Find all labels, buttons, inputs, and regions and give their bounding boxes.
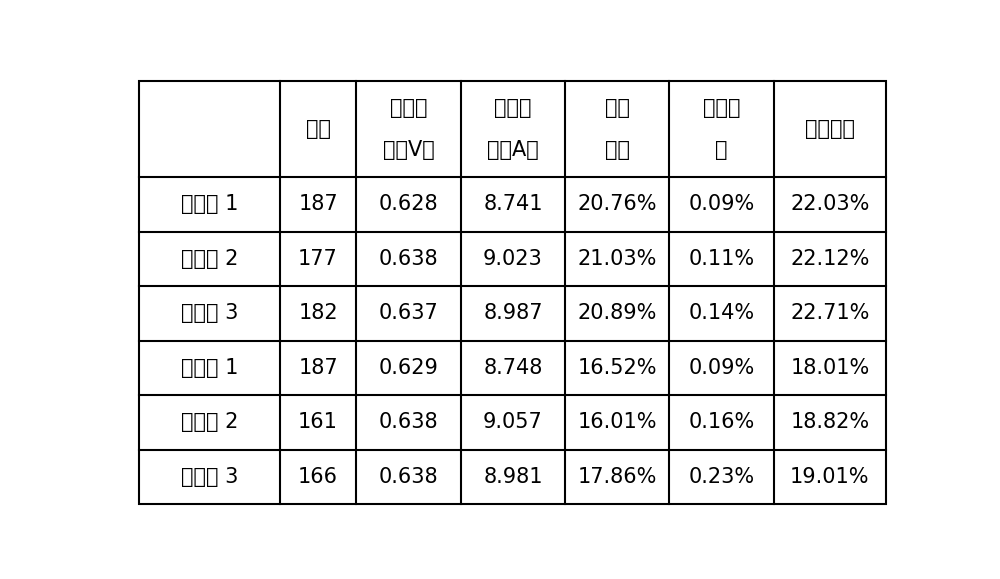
Text: 实施例 3: 实施例 3 bbox=[181, 303, 238, 323]
Text: 压（V）: 压（V） bbox=[383, 140, 434, 160]
Text: 20.89%: 20.89% bbox=[578, 303, 657, 323]
Text: 166: 166 bbox=[298, 467, 338, 487]
Text: 20.76%: 20.76% bbox=[578, 195, 657, 214]
Text: 8.987: 8.987 bbox=[483, 303, 543, 323]
Text: 16.01%: 16.01% bbox=[578, 412, 657, 433]
Text: 0.16%: 0.16% bbox=[688, 412, 755, 433]
Text: 21.03%: 21.03% bbox=[578, 249, 657, 269]
Text: 效率偏: 效率偏 bbox=[703, 98, 740, 118]
Text: 17.86%: 17.86% bbox=[578, 467, 657, 487]
Text: 8.748: 8.748 bbox=[483, 358, 543, 378]
Text: 182: 182 bbox=[298, 303, 338, 323]
Text: 8.741: 8.741 bbox=[483, 195, 543, 214]
Text: 8.981: 8.981 bbox=[483, 467, 543, 487]
Text: 9.023: 9.023 bbox=[483, 249, 543, 269]
Text: 对比例 3: 对比例 3 bbox=[181, 467, 238, 487]
Text: 0.23%: 0.23% bbox=[689, 467, 755, 487]
Text: 16.52%: 16.52% bbox=[578, 358, 657, 378]
Text: 0.638: 0.638 bbox=[379, 249, 438, 269]
Text: 22.71%: 22.71% bbox=[790, 303, 870, 323]
Text: 0.628: 0.628 bbox=[379, 195, 438, 214]
Text: 0.637: 0.637 bbox=[379, 303, 438, 323]
Text: 0.629: 0.629 bbox=[379, 358, 438, 378]
Text: 9.057: 9.057 bbox=[483, 412, 543, 433]
Text: 19.01%: 19.01% bbox=[790, 467, 870, 487]
Text: 177: 177 bbox=[298, 249, 338, 269]
Text: 22.03%: 22.03% bbox=[790, 195, 870, 214]
Text: 差: 差 bbox=[715, 140, 728, 160]
Text: 对比例 2: 对比例 2 bbox=[181, 412, 238, 433]
Text: 18.82%: 18.82% bbox=[790, 412, 869, 433]
Text: 片数: 片数 bbox=[306, 119, 331, 139]
Text: 实施例 2: 实施例 2 bbox=[181, 249, 238, 269]
Text: 161: 161 bbox=[298, 412, 338, 433]
Text: 开路电: 开路电 bbox=[390, 98, 427, 118]
Text: 0.638: 0.638 bbox=[379, 467, 438, 487]
Text: 18.01%: 18.01% bbox=[790, 358, 870, 378]
Text: 流（A）: 流（A） bbox=[487, 140, 539, 160]
Text: 0.09%: 0.09% bbox=[688, 195, 755, 214]
Text: 最高效率: 最高效率 bbox=[805, 119, 855, 139]
Text: 0.14%: 0.14% bbox=[689, 303, 755, 323]
Text: 22.12%: 22.12% bbox=[790, 249, 870, 269]
Text: 187: 187 bbox=[298, 195, 338, 214]
Text: 转换: 转换 bbox=[605, 98, 630, 118]
Text: 187: 187 bbox=[298, 358, 338, 378]
Text: 对比例 1: 对比例 1 bbox=[181, 358, 238, 378]
Text: 短路电: 短路电 bbox=[494, 98, 532, 118]
Text: 实施例 1: 实施例 1 bbox=[181, 195, 238, 214]
Text: 0.11%: 0.11% bbox=[689, 249, 755, 269]
Text: 0.638: 0.638 bbox=[379, 412, 438, 433]
Text: 效率: 效率 bbox=[605, 140, 630, 160]
Text: 0.09%: 0.09% bbox=[688, 358, 755, 378]
